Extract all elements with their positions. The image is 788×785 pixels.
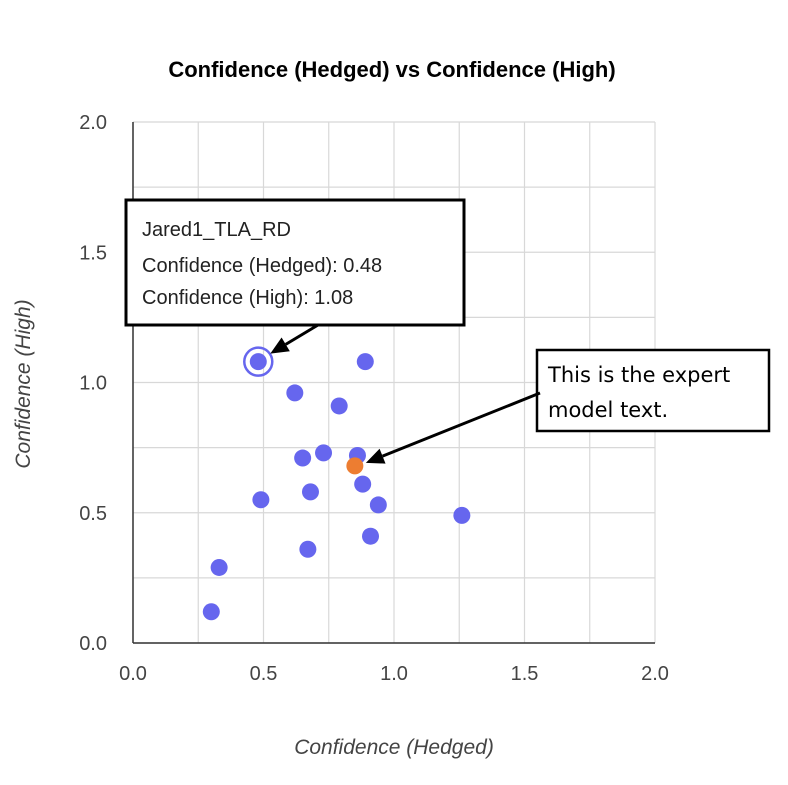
chart-title: Confidence (Hedged) vs Confidence (High) bbox=[168, 57, 615, 82]
data-point[interactable] bbox=[286, 384, 304, 402]
y-tick-label: 2.0 bbox=[79, 112, 107, 134]
data-point[interactable] bbox=[202, 603, 220, 621]
data-point[interactable] bbox=[315, 444, 333, 462]
data-point[interactable] bbox=[369, 496, 387, 514]
tooltip-box bbox=[124, 198, 466, 327]
selected-point-ring bbox=[243, 346, 274, 377]
data-point[interactable] bbox=[210, 558, 228, 576]
y-tick-labels: 0.0 0.5 1.0 1.5 2.0 bbox=[79, 112, 107, 655]
data-point[interactable] bbox=[453, 506, 471, 524]
callout-line-2: model text. bbox=[548, 398, 668, 422]
tooltip-series-name: Jared1_TLA_RD bbox=[142, 219, 291, 241]
data-point[interactable] bbox=[354, 475, 372, 493]
tooltip-arrowhead bbox=[270, 337, 290, 354]
callout-arrowhead bbox=[365, 448, 386, 464]
data-point[interactable] bbox=[252, 491, 270, 509]
tooltip-x-value: Confidence (Hedged): 0.48 bbox=[142, 255, 382, 277]
callout-line-1: This is the expert bbox=[547, 363, 730, 387]
callout-box bbox=[535, 348, 771, 433]
x-tick-label: 2.0 bbox=[641, 663, 669, 685]
x-tick-label: 1.5 bbox=[511, 663, 539, 685]
callout-arrow bbox=[381, 391, 541, 458]
tooltip: Jared1_TLA_RD Confidence (Hedged): 0.48 … bbox=[124, 198, 466, 354]
y-tick-label: 0.5 bbox=[79, 503, 107, 525]
x-tick-labels: 0.0 0.5 1.0 1.5 2.0 bbox=[119, 663, 669, 685]
y-axis-label: Confidence (High) bbox=[12, 299, 35, 468]
data-point[interactable] bbox=[301, 483, 319, 501]
expert-data-point[interactable] bbox=[346, 457, 364, 475]
data-point[interactable] bbox=[249, 353, 267, 371]
x-axis-label: Confidence (Hedged) bbox=[294, 736, 494, 759]
data-point[interactable] bbox=[294, 449, 312, 467]
data-points bbox=[202, 346, 471, 621]
y-tick-label: 1.0 bbox=[79, 373, 107, 395]
annotations: Jared1_TLA_RD Confidence (Hedged): 0.48 … bbox=[124, 198, 771, 464]
x-tick-label: 0.5 bbox=[250, 663, 278, 685]
x-tick-label: 0.0 bbox=[119, 663, 147, 685]
tooltip-arrow bbox=[284, 323, 319, 346]
expert-callout: This is the expert model text. bbox=[365, 348, 771, 464]
tooltip-y-value: Confidence (High): 1.08 bbox=[142, 287, 353, 309]
data-point[interactable] bbox=[299, 540, 317, 558]
data-point[interactable] bbox=[356, 353, 374, 371]
data-point[interactable] bbox=[330, 397, 348, 415]
y-tick-label: 1.5 bbox=[79, 242, 107, 264]
data-point[interactable] bbox=[362, 527, 380, 545]
y-tick-label: 0.0 bbox=[79, 633, 107, 655]
x-tick-label: 1.0 bbox=[380, 663, 408, 685]
